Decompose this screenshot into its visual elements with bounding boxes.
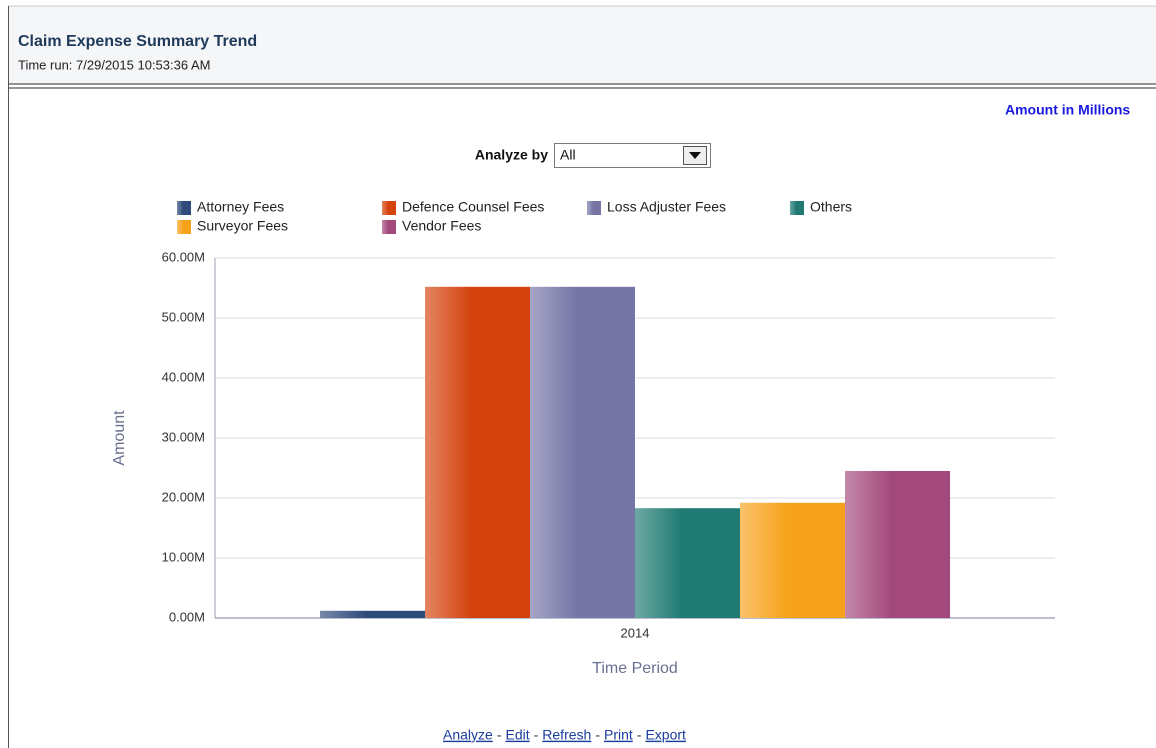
link-separator: -	[595, 727, 600, 743]
footer-link[interactable]: Analyze	[443, 727, 493, 743]
legend-label: Attorney Fees	[197, 199, 284, 215]
legend-label: Vendor Fees	[402, 218, 481, 234]
legend-swatch	[382, 201, 396, 215]
footer-link[interactable]: Refresh	[542, 727, 591, 743]
y-tick-label: 30.00M	[162, 429, 205, 444]
units-note: Amount in Millions	[1005, 102, 1130, 118]
footer-link[interactable]: Edit	[505, 727, 529, 743]
bar	[425, 286, 530, 618]
y-axis-title: Amount	[111, 410, 128, 466]
x-tick-label: 2014	[621, 625, 650, 640]
bar	[320, 610, 425, 618]
legend-swatch	[587, 201, 601, 215]
analyze-by-select[interactable]: All	[554, 143, 711, 168]
analyze-by-label: Analyze by	[475, 147, 548, 163]
legend-swatch	[790, 201, 804, 215]
time-run: Time run: 7/29/2015 10:53:36 AM	[18, 57, 210, 72]
select-value[interactable]: All	[560, 147, 576, 163]
bar	[530, 286, 635, 618]
link-separator: -	[497, 727, 502, 743]
y-tick-label: 0.00M	[169, 609, 205, 624]
x-axis-title: Time Period	[592, 660, 678, 677]
select-arrow	[689, 152, 701, 159]
legend-label: Defence Counsel Fees	[402, 199, 544, 215]
legend-swatch	[382, 220, 396, 234]
legend-label: Loss Adjuster Fees	[607, 199, 726, 215]
footer-link[interactable]: Print	[604, 727, 633, 743]
link-separator: -	[534, 727, 539, 743]
header-band	[8, 6, 1156, 84]
legend-label: Others	[810, 199, 852, 215]
bar	[635, 508, 740, 618]
footer: Analyze - Edit - Refresh - Print - Export	[443, 727, 686, 743]
y-tick-label: 60.00M	[162, 249, 205, 264]
report-title: Claim Expense Summary Trend	[18, 33, 257, 50]
y-tick-label: 20.00M	[162, 489, 205, 504]
legend-label: Surveyor Fees	[197, 218, 288, 234]
bar	[740, 502, 845, 618]
bar	[845, 471, 950, 618]
link-separator: -	[637, 727, 642, 743]
y-tick-label: 50.00M	[162, 309, 205, 324]
plot: 0.00M 10.00M 20.00M 30.00M 40.00M 50.00M 60.00…	[111, 199, 1055, 677]
y-tick-label: 10.00M	[162, 549, 205, 564]
legend-swatch	[177, 201, 191, 215]
y-tick-label: 40.00M	[162, 369, 205, 384]
legend-swatch	[177, 220, 191, 234]
footer-link[interactable]: Export	[645, 727, 686, 743]
